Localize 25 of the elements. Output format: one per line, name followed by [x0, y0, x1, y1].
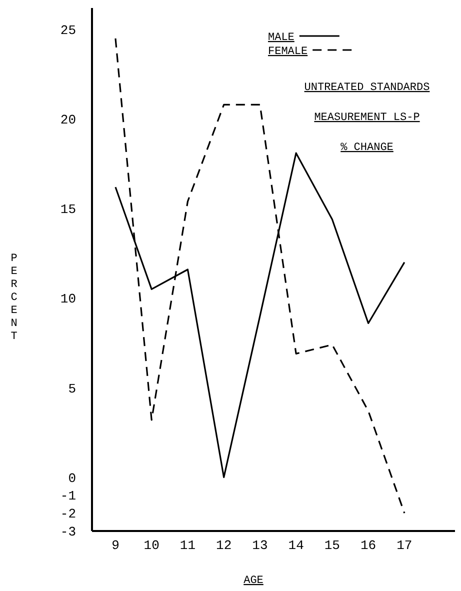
y-tick-label: 0	[68, 470, 76, 486]
y-tick-label: 25	[60, 23, 76, 38]
x-axis-title: AGE	[244, 575, 264, 587]
y-tick-label: 20	[60, 112, 76, 128]
y-tick-label: -3	[60, 524, 76, 540]
y-axis-title: PERCENT	[10, 253, 18, 343]
y-tick-label: 10	[60, 292, 76, 307]
legend-label: FEMALE	[268, 46, 308, 58]
annotation: MEASUREMENT LS-P	[314, 112, 420, 124]
x-tick-label: 16	[360, 538, 376, 553]
x-tick-label: 13	[252, 538, 268, 553]
x-tick-label: 11	[180, 538, 196, 553]
y-tick-label: -1	[60, 488, 76, 504]
annotation: UNTREATED STANDARDS	[304, 82, 430, 94]
y-tick-label: -2	[60, 506, 76, 522]
x-tick-label: 17	[396, 538, 412, 553]
x-tick-label: 9	[112, 538, 120, 553]
legend-label: MALE	[268, 32, 295, 44]
x-tick-label: 15	[324, 538, 340, 553]
annotation: % CHANGE	[340, 142, 394, 154]
x-tick-label: 14	[288, 538, 304, 553]
x-tick-label: 10	[144, 538, 160, 553]
y-tick-label: 5	[68, 381, 76, 396]
x-tick-label: 12	[216, 538, 232, 553]
y-tick-label: 15	[60, 202, 76, 218]
